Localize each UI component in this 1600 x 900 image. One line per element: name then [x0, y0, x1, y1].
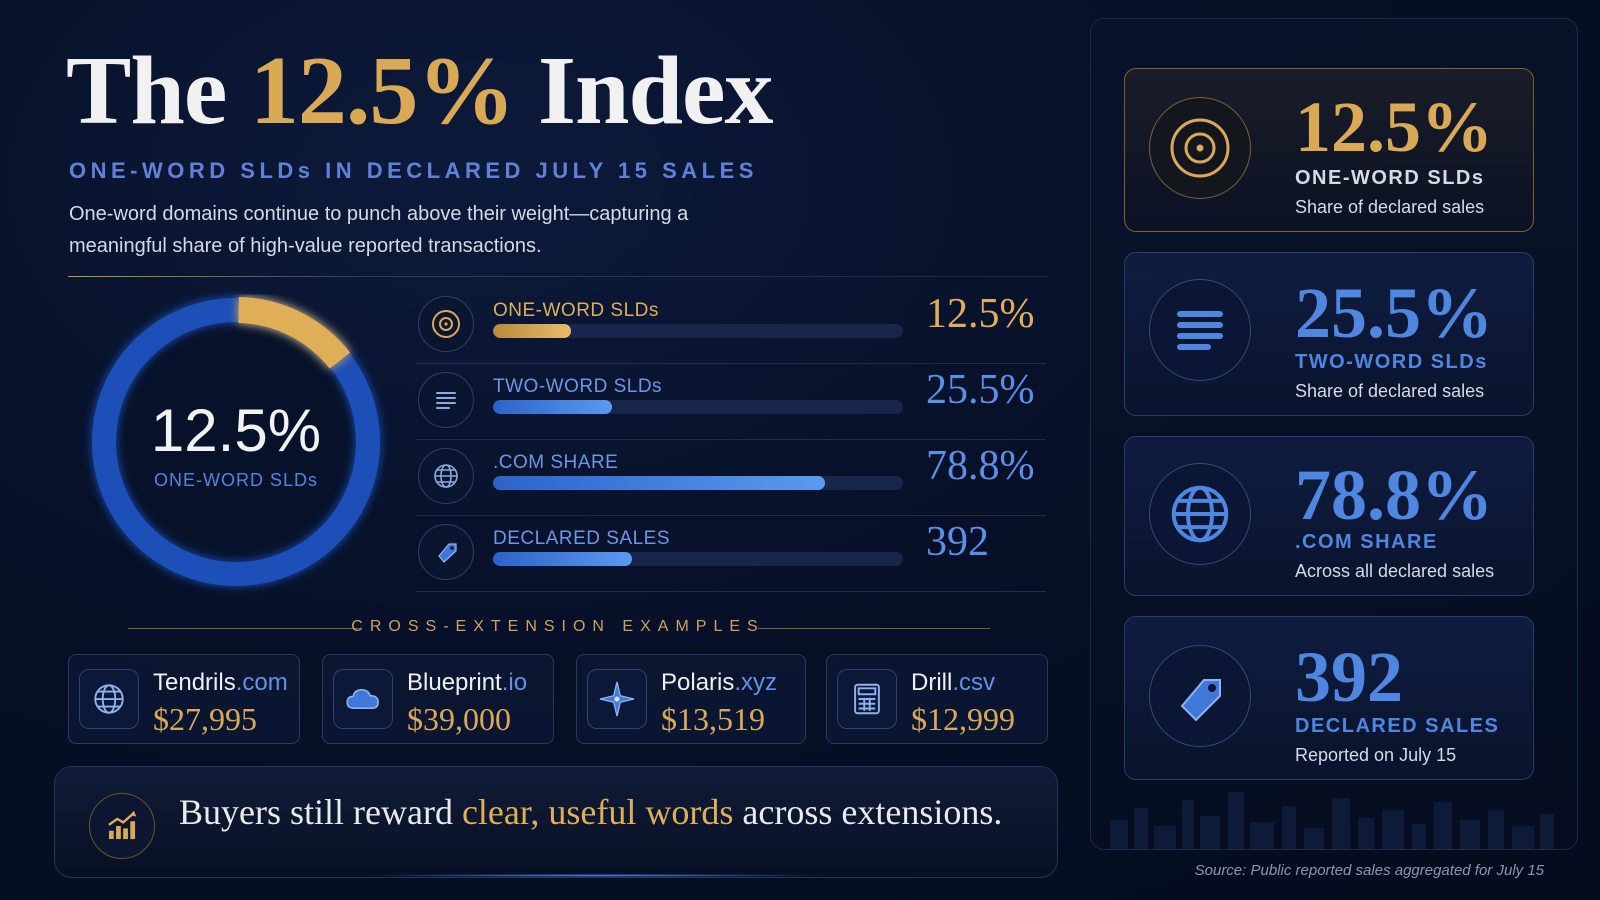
list-icon [1149, 279, 1251, 381]
page-title: The 12.5% Index [66, 42, 774, 140]
stat-subtext: Reported on July 15 [1295, 745, 1457, 765]
stat-name: TWO-WORD SLDs [1295, 351, 1488, 373]
example-domain: Polaris.xyz [661, 669, 778, 696]
stat-value: 78.8% [1295, 455, 1493, 535]
calculator-icon [837, 669, 897, 729]
cloud-icon [333, 669, 393, 729]
metric-row-com-share: .COM SHARE 78.8% [416, 440, 1046, 516]
city-skyline-decoration [1110, 792, 1554, 850]
stat-card-two-word: 25.5% TWO-WORD SLDs Share of declared sa… [1124, 252, 1534, 416]
example-card-blueprint: Blueprint.io $39,000 [322, 654, 554, 744]
target-icon [418, 296, 474, 352]
globe-icon [79, 669, 139, 729]
heading-line-left [128, 628, 360, 629]
metric-bar-com-share [493, 476, 826, 490]
stat-value: 25.5% [1295, 273, 1493, 353]
example-price: $13,519 [661, 701, 765, 737]
example-price: $12,999 [911, 701, 1015, 737]
tag-icon [418, 524, 474, 580]
metric-bar-declared-sales [493, 552, 633, 566]
page-subtitle: ONE-WORD SLDs IN DECLARED JULY 15 SALES [69, 158, 758, 183]
title-post: Index [537, 37, 774, 145]
donut-segment-one-word [238, 297, 351, 369]
metric-value: 12.5% [926, 291, 1035, 337]
metric-track [493, 476, 903, 490]
title-pre: The [66, 37, 227, 145]
example-price: $39,000 [407, 701, 511, 737]
globe-icon [1149, 463, 1251, 565]
insight-banner: Buyers still reward clear, useful words … [54, 766, 1058, 878]
metric-label: DECLARED SALES [493, 528, 671, 549]
metric-track [493, 552, 903, 566]
globe-icon [418, 448, 474, 504]
stat-card-one-word: 12.5% ONE-WORD SLDs Share of declared sa… [1124, 68, 1534, 232]
metric-label: .COM SHARE [493, 452, 619, 473]
metric-bar-one-word [493, 324, 571, 338]
metric-row-declared-sales: DECLARED SALES 392 [416, 516, 1046, 592]
cross-extension-title: CROSS-EXTENSION EXAMPLES [351, 618, 765, 635]
banner-glow [355, 874, 835, 877]
tag-icon [1149, 645, 1251, 747]
target-icon [1149, 97, 1251, 199]
stat-name: DECLARED SALES [1295, 715, 1500, 737]
metric-value: 392 [926, 519, 989, 565]
donut-name: ONE-WORD SLDs [153, 470, 318, 490]
page-description: One-word domains continue to punch above… [69, 203, 689, 257]
stat-name: ONE-WORD SLDs [1295, 167, 1485, 189]
metric-label: ONE-WORD SLDs [493, 300, 659, 321]
metric-track [493, 324, 903, 338]
example-domain: Drill.csv [911, 669, 995, 696]
example-card-drill: Drill.csv $12,999 [826, 654, 1048, 744]
heading-line-right [758, 628, 990, 629]
source-note: Source: Public reported sales aggregated… [1194, 862, 1544, 879]
title-highlight: 12.5% [249, 37, 515, 145]
banner-text: Buyers still reward clear, useful words … [179, 792, 1003, 832]
stat-subtext: Share of declared sales [1295, 197, 1485, 217]
example-domain: Blueprint.io [407, 669, 528, 696]
stat-value: 392 [1295, 637, 1403, 717]
example-price: $27,995 [153, 701, 257, 737]
metric-row-two-word: TWO-WORD SLDs 25.5% [416, 364, 1046, 440]
list-icon [418, 372, 474, 428]
metric-bar-two-word [493, 400, 612, 414]
stat-name: .COM SHARE [1295, 531, 1438, 553]
stat-card-com-share: 78.8% .COM SHARE Across all declared sal… [1124, 436, 1534, 596]
stat-card-declared-sales: 392 DECLARED SALES Reported on July 15 [1124, 616, 1534, 780]
cross-extension-heading: CROSS-EXTENSION EXAMPLES [68, 618, 1048, 638]
donut-track [92, 298, 380, 586]
chart-up-icon [89, 793, 155, 859]
metric-value: 25.5% [926, 367, 1035, 413]
stat-value: 12.5% [1295, 87, 1493, 167]
stat-subtext: Across all declared sales [1295, 561, 1495, 581]
donut-value: 12.5% [150, 397, 322, 464]
metric-label: TWO-WORD SLDs [493, 376, 663, 397]
donut-chart [92, 297, 380, 586]
metric-row-one-word: ONE-WORD SLDs 12.5% [416, 288, 1046, 364]
divider [68, 276, 1048, 277]
metric-value: 78.8% [926, 443, 1035, 489]
example-domain: Tendrils.com [153, 669, 288, 696]
example-card-tendrils: Tendrils.com $27,995 [68, 654, 300, 744]
stat-subtext: Share of declared sales [1295, 381, 1485, 401]
example-card-polaris: Polaris.xyz $13,519 [576, 654, 806, 744]
compass-star-icon [587, 669, 647, 729]
metric-track [493, 400, 903, 414]
